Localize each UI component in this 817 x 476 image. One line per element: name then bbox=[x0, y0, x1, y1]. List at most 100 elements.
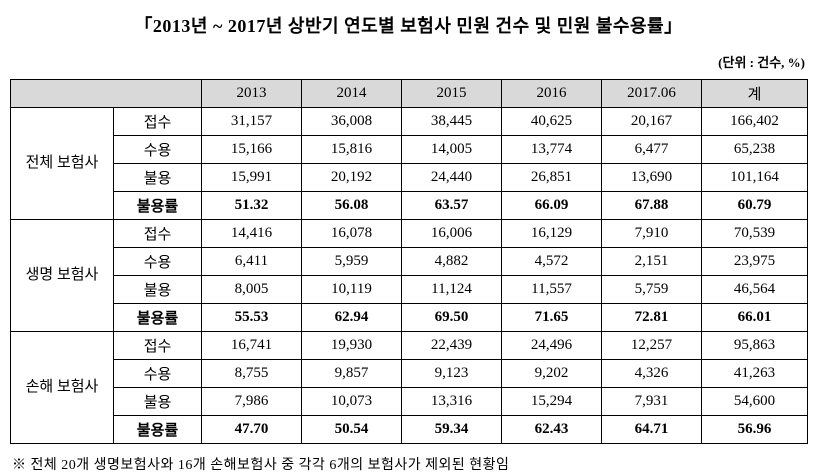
cell-value: 9,123 bbox=[401, 359, 502, 388]
cell-value: 6,477 bbox=[601, 135, 702, 164]
cell-value: 23,975 bbox=[701, 247, 808, 276]
cell-value: 62.43 bbox=[501, 415, 602, 444]
row-label: 수용 bbox=[113, 247, 202, 276]
cell-value: 4,572 bbox=[501, 247, 602, 276]
year-header: 2013 bbox=[201, 79, 302, 108]
cell-value: 14,416 bbox=[201, 219, 302, 248]
cell-value: 166,402 bbox=[701, 107, 808, 136]
table-row: 수용 8,755 9,857 9,123 9,202 4,326 41,263 bbox=[11, 359, 808, 388]
cell-value: 15,294 bbox=[501, 387, 602, 416]
cell-value: 4,882 bbox=[401, 247, 502, 276]
cell-value: 13,774 bbox=[501, 135, 602, 164]
year-header: 2016 bbox=[501, 79, 602, 108]
group-label: 전체 보험사 bbox=[10, 107, 114, 220]
cell-value: 55.53 bbox=[201, 303, 302, 332]
cell-value: 62.94 bbox=[301, 303, 402, 332]
row-label: 수용 bbox=[113, 135, 202, 164]
cell-value: 24,496 bbox=[501, 331, 602, 360]
cell-value: 14,005 bbox=[401, 135, 502, 164]
cell-value: 5,759 bbox=[601, 275, 702, 304]
cell-value: 16,129 bbox=[501, 219, 602, 248]
cell-value: 19,930 bbox=[301, 331, 402, 360]
table-row: 불용률 51.32 56.08 63.57 66.09 67.88 60.79 bbox=[11, 191, 808, 220]
cell-value: 10,119 bbox=[301, 275, 402, 304]
page-title: 「2013년 ~ 2017년 상반기 연도별 보험사 민원 건수 및 민원 불수… bbox=[134, 16, 683, 36]
cell-value: 46,564 bbox=[701, 275, 808, 304]
cell-value: 11,124 bbox=[401, 275, 502, 304]
cell-value: 65,238 bbox=[701, 135, 808, 164]
table-row: 수용 6,411 5,959 4,882 4,572 2,151 23,975 bbox=[11, 247, 808, 276]
cell-value: 15,816 bbox=[301, 135, 402, 164]
cell-value: 11,557 bbox=[501, 275, 602, 304]
cell-value: 69.50 bbox=[401, 303, 502, 332]
cell-value: 9,202 bbox=[501, 359, 602, 388]
cell-value: 7,910 bbox=[601, 219, 702, 248]
cell-value: 16,078 bbox=[301, 219, 402, 248]
cell-value: 12,257 bbox=[601, 331, 702, 360]
cell-value: 38,445 bbox=[401, 107, 502, 136]
row-label: 불용률 bbox=[113, 415, 202, 444]
cell-value: 15,991 bbox=[201, 163, 302, 192]
cell-value: 60.79 bbox=[701, 191, 808, 220]
cell-value: 6,411 bbox=[201, 247, 302, 276]
row-label: 수용 bbox=[113, 359, 202, 388]
cell-value: 56.08 bbox=[301, 191, 402, 220]
cell-value: 66.01 bbox=[701, 303, 808, 332]
table-row: 수용 15,166 15,816 14,005 13,774 6,477 65,238 bbox=[11, 135, 808, 164]
table-row: 불용 7,986 10,073 13,316 15,294 7,931 54,600 bbox=[11, 387, 808, 416]
report-table: 2013 2014 2015 2016 2017.06 계 전체 보험사 접수 31,157 3… bbox=[10, 79, 808, 444]
cell-value: 16,741 bbox=[201, 331, 302, 360]
cell-value: 56.96 bbox=[701, 415, 808, 444]
row-label: 불용률 bbox=[113, 191, 202, 220]
cell-value: 24,440 bbox=[401, 163, 502, 192]
row-label: 불용 bbox=[113, 387, 202, 416]
cell-value: 16,006 bbox=[401, 219, 502, 248]
cell-value: 95,863 bbox=[701, 331, 808, 360]
cell-value: 71.65 bbox=[501, 303, 602, 332]
group-label: 생명 보험사 bbox=[10, 219, 114, 332]
cell-value: 9,857 bbox=[301, 359, 402, 388]
cell-value: 47.70 bbox=[201, 415, 302, 444]
row-label: 불용률 bbox=[113, 303, 202, 332]
cell-value: 72.81 bbox=[601, 303, 702, 332]
table-row: 불용률 55.53 62.94 69.50 71.65 72.81 66.01 bbox=[11, 303, 808, 332]
cell-value: 4,326 bbox=[601, 359, 702, 388]
cell-value: 40,625 bbox=[501, 107, 602, 136]
table-row: 불용률 47.70 50.54 59.34 62.43 64.71 56.96 bbox=[11, 415, 808, 444]
table-body: 전체 보험사 접수 31,157 36,008 38,445 40,625 20,167 16… bbox=[10, 107, 808, 444]
year-header: 계 bbox=[701, 79, 808, 108]
row-label: 불용 bbox=[113, 275, 202, 304]
year-header: 2014 bbox=[301, 79, 402, 108]
row-label: 접수 bbox=[113, 219, 202, 248]
cell-value: 67.88 bbox=[601, 191, 702, 220]
cell-value: 20,192 bbox=[301, 163, 402, 192]
footnote: ※ 전체 20개 생명보험사와 16개 손해보험사 중 각각 6개의 보험사가 … bbox=[12, 458, 510, 473]
cell-value: 13,316 bbox=[401, 387, 502, 416]
cell-value: 15,166 bbox=[201, 135, 302, 164]
cell-value: 50.54 bbox=[301, 415, 402, 444]
cell-value: 66.09 bbox=[501, 191, 602, 220]
cell-value: 31,157 bbox=[201, 107, 302, 136]
table-header: 2013 2014 2015 2016 2017.06 계 bbox=[10, 79, 808, 108]
cell-value: 5,959 bbox=[301, 247, 402, 276]
row-label: 접수 bbox=[113, 331, 202, 360]
table-row: 손해 보험사 접수 16,741 19,930 22,439 24,496 12,257 95… bbox=[10, 331, 808, 444]
cell-value: 13,690 bbox=[601, 163, 702, 192]
cell-value: 7,931 bbox=[601, 387, 702, 416]
cell-value: 36,008 bbox=[301, 107, 402, 136]
header-row: 2013 2014 2015 2016 2017.06 계 bbox=[10, 79, 808, 108]
cell-value: 51.32 bbox=[201, 191, 302, 220]
cell-value: 70,539 bbox=[701, 219, 808, 248]
cell-value: 20,167 bbox=[601, 107, 702, 136]
cell-value: 10,073 bbox=[301, 387, 402, 416]
cell-value: 2,151 bbox=[601, 247, 702, 276]
group-label: 손해 보험사 bbox=[10, 331, 114, 444]
cell-value: 54,600 bbox=[701, 387, 808, 416]
year-header: 2017.06 bbox=[601, 79, 702, 108]
cell-value: 59.34 bbox=[401, 415, 502, 444]
cell-value: 8,755 bbox=[201, 359, 302, 388]
table-row: 생명 보험사 접수 14,416 16,078 16,006 16,129 7,910 70,… bbox=[10, 219, 808, 332]
row-label: 불용 bbox=[113, 163, 202, 192]
table-row: 불용 8,005 10,119 11,124 11,557 5,759 46,564 bbox=[11, 275, 808, 304]
